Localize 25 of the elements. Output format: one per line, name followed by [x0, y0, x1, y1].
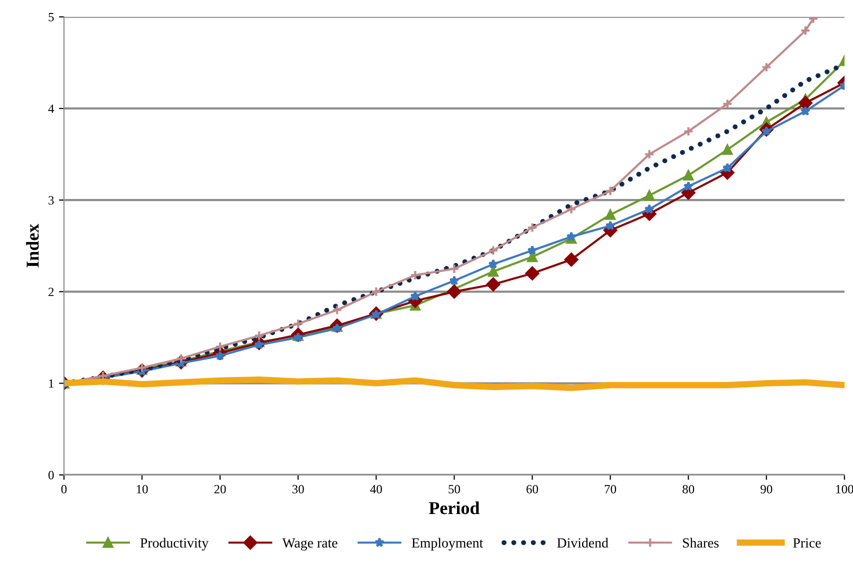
legend-label: Dividend: [557, 538, 608, 548]
x-tick-label: 80: [682, 484, 694, 494]
x-tick-label: 40: [370, 484, 382, 494]
x-axis-title: Period: [428, 502, 480, 514]
x-tick-label: 50: [448, 484, 460, 494]
y-axis-title: Index: [26, 224, 39, 268]
y-tick-label: 1: [49, 379, 54, 388]
x-tick-label: 0: [61, 484, 67, 494]
y-tick-label: 5: [48, 13, 54, 22]
y-tick-label: 4: [48, 104, 54, 113]
x-tick-label: 20: [214, 484, 226, 494]
y-tick-label: 0: [48, 470, 54, 480]
x-tick-label: 90: [760, 484, 772, 494]
legend-label: Employment: [412, 538, 484, 550]
x-tick-label: 70: [604, 484, 616, 494]
legend-label: Price: [793, 538, 821, 548]
y-tick-label: 3: [48, 196, 54, 205]
x-tick-label: 60: [526, 484, 538, 494]
legend-label: Productivity: [140, 538, 209, 550]
x-tick-label: 30: [292, 484, 304, 494]
x-tick-label: 10: [136, 484, 148, 494]
x-tick-label: 100: [836, 484, 853, 494]
y-tick-label: 2: [48, 288, 54, 296]
legend-label: Wage rate: [282, 538, 338, 550]
legend-label: Shares: [683, 538, 719, 548]
